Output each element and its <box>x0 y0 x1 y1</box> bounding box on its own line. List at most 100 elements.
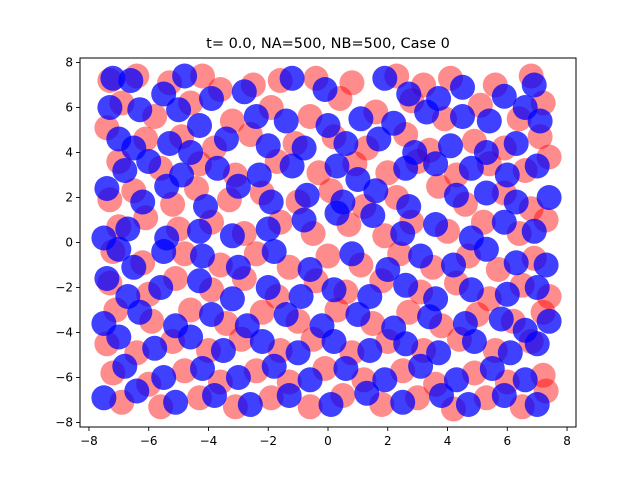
series-1-point-77 <box>390 221 416 246</box>
series-1-point-15 <box>127 97 153 123</box>
series-1-point-38 <box>438 133 463 159</box>
series-1-point-51 <box>458 155 484 181</box>
series-1-point-136 <box>524 331 550 357</box>
series-1-point-154 <box>276 383 302 408</box>
series-1-point-49 <box>393 155 419 181</box>
series-1-point-33 <box>255 133 281 159</box>
series-1-point-161 <box>524 392 550 417</box>
series-0-point-116 <box>396 299 422 325</box>
series-1-point-140 <box>225 365 251 390</box>
series-1-point-39 <box>473 140 499 165</box>
series-1-point-145 <box>408 353 434 379</box>
series-1-point-148 <box>512 367 538 393</box>
series-1-point-64 <box>444 182 469 208</box>
series-1-point-81 <box>521 218 547 244</box>
series-1-point-16 <box>166 97 192 123</box>
series-1-point-45 <box>246 162 272 188</box>
series-1-point-34 <box>291 135 317 161</box>
series-1-point-11 <box>450 74 475 100</box>
series-1-point-135 <box>497 340 523 366</box>
series-1-point-75 <box>324 200 350 226</box>
series-1-point-105 <box>393 272 419 298</box>
series-1-point-47 <box>324 153 350 179</box>
series-1-point-138 <box>151 365 177 390</box>
series-1-point-133 <box>426 340 452 366</box>
series-1-point-113 <box>199 302 224 327</box>
series-1-point-127 <box>210 338 236 363</box>
series-1-point-142 <box>297 367 323 393</box>
series-1-point-4 <box>199 86 224 111</box>
series-1-point-159 <box>455 392 481 417</box>
series-1-point-94 <box>503 250 529 276</box>
series-1-point-27 <box>527 108 553 134</box>
series-0-point-86 <box>276 254 302 280</box>
series-1-point-151 <box>163 389 189 415</box>
y-tick-label: 4 <box>65 146 73 160</box>
x-tick-label: −8 <box>80 434 98 448</box>
x-tick-label: −2 <box>259 434 277 448</box>
series-1-point-143 <box>333 356 359 381</box>
series-1-point-57 <box>193 194 218 219</box>
y-tick-label: 0 <box>65 236 73 250</box>
series-1-point-5 <box>231 79 257 105</box>
series-1-point-35 <box>333 131 359 156</box>
series-1-point-152 <box>202 383 227 408</box>
series-1-point-72 <box>219 223 245 249</box>
series-1-point-53 <box>524 153 550 179</box>
series-1-point-17 <box>187 113 212 138</box>
series-1-point-109 <box>524 275 550 300</box>
series-1-point-31 <box>178 140 204 165</box>
series-1-point-119 <box>417 304 443 330</box>
series-1-point-107 <box>458 277 484 303</box>
series-1-point-85 <box>190 243 215 269</box>
series-1-point-8 <box>372 65 398 91</box>
series-1-point-115 <box>273 302 299 327</box>
series-1-point-132 <box>393 331 419 357</box>
series-1-point-32 <box>213 126 239 152</box>
series-1-point-89 <box>339 241 365 267</box>
y-tick-label: −6 <box>55 371 73 385</box>
series-1-point-160 <box>491 383 517 408</box>
series-1-point-63 <box>396 194 422 219</box>
series-1-point-99 <box>187 268 212 294</box>
series-1-point-150 <box>124 378 150 404</box>
y-tick-label: 8 <box>65 56 73 70</box>
series-1-point-50 <box>423 151 449 177</box>
series-1-point-149 <box>91 385 117 411</box>
series-1-point-108 <box>494 281 520 307</box>
series-1-point-153 <box>237 392 263 417</box>
series-1-point-66 <box>503 189 529 215</box>
series-1-point-91 <box>408 243 434 269</box>
series-1-point-121 <box>488 306 514 332</box>
series-1-point-139 <box>190 356 215 381</box>
series-1-point-80 <box>491 209 517 235</box>
series-1-point-84 <box>151 239 177 264</box>
series-1-point-156 <box>354 380 380 406</box>
y-tick-label: −2 <box>55 281 73 295</box>
series-1-point-55 <box>130 189 156 215</box>
series-0-point-152 <box>297 394 323 420</box>
series-1-point-13 <box>521 72 547 98</box>
series-1-point-92 <box>441 252 466 278</box>
series-1-point-134 <box>461 329 487 354</box>
series-1-point-18 <box>243 104 269 129</box>
series-1-point-82 <box>106 236 132 262</box>
series-1-point-131 <box>357 338 383 363</box>
x-tick-label: −4 <box>200 434 218 448</box>
series-1-point-87 <box>261 239 287 264</box>
series-1-point-40 <box>503 131 529 156</box>
y-tick-label: −4 <box>55 326 73 340</box>
series-1-point-111 <box>127 299 153 325</box>
x-tick-label: −6 <box>140 434 158 448</box>
series-1-point-126 <box>178 324 204 350</box>
series-0-point-3 <box>190 63 215 89</box>
series-1-point-95 <box>533 252 559 278</box>
series-1-point-48 <box>345 167 371 192</box>
series-1-point-67 <box>536 185 562 210</box>
series-1-point-42 <box>136 149 162 174</box>
series-1-point-158 <box>429 383 454 408</box>
series-1-point-36 <box>366 126 392 152</box>
series-1-point-2 <box>151 81 177 107</box>
y-tick-label: −8 <box>55 416 73 430</box>
axes-layer: −8 −6 −4 −2 0 2 4 6 8 −8 −6 −4 −2 0 2 4 6 8 <box>55 56 571 449</box>
